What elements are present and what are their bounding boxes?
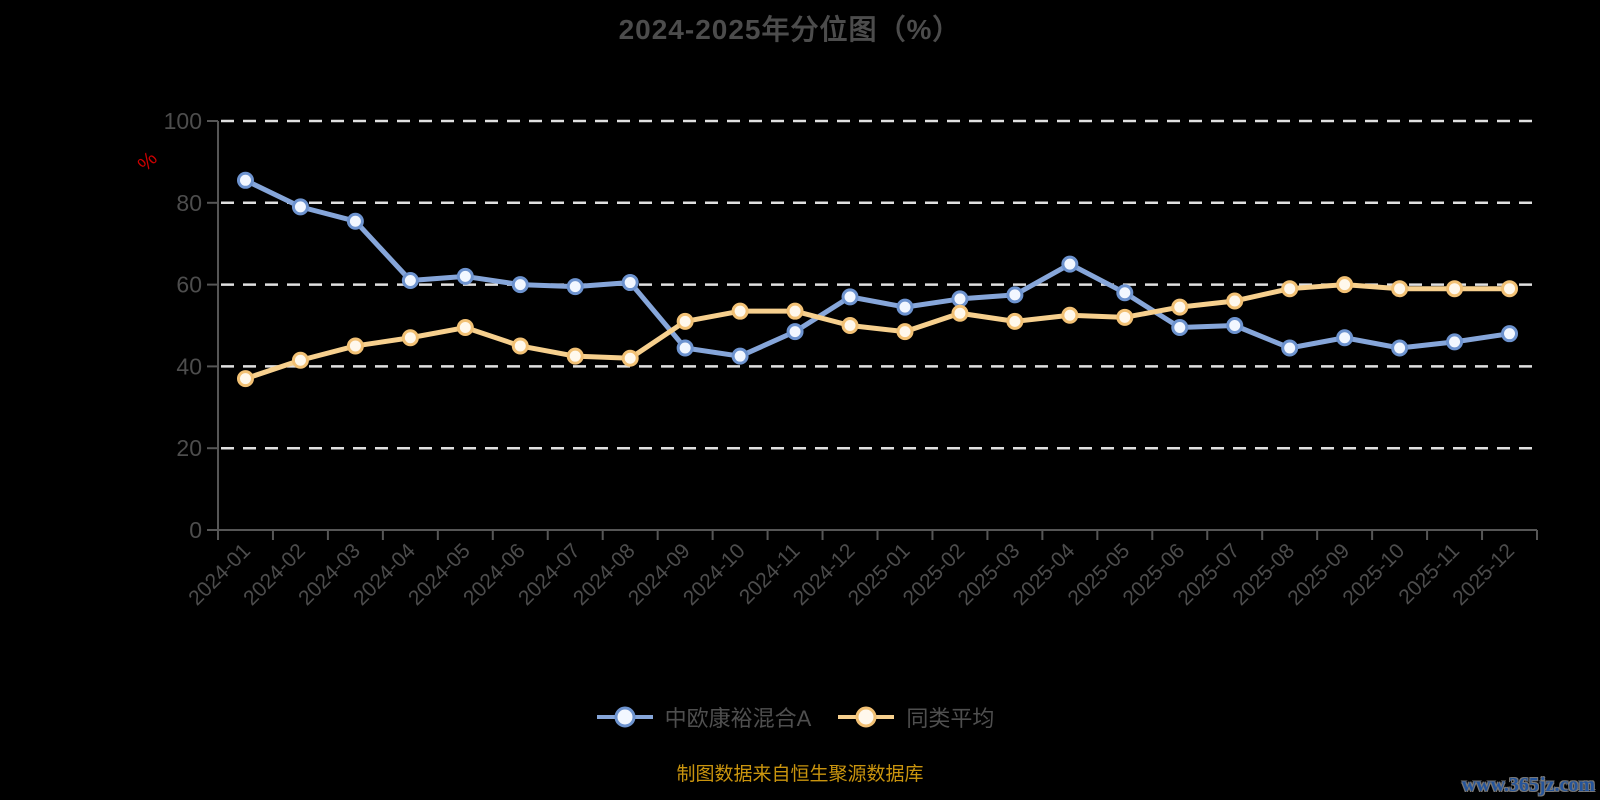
data-point[interactable]: [1391, 339, 1409, 357]
y-axis-labels: 0 20 40 60 80 100: [164, 108, 202, 543]
legend-item-0[interactable]: 中欧康裕混合A: [596, 701, 812, 733]
chart-title: 2024-2025年分位图（%）: [618, 14, 962, 45]
data-point[interactable]: [896, 298, 914, 316]
data-point[interactable]: [1171, 319, 1189, 337]
data-point[interactable]: [566, 347, 584, 365]
data-point[interactable]: [731, 302, 749, 320]
series-0: [236, 171, 1519, 365]
data-point[interactable]: [1171, 298, 1189, 316]
data-point[interactable]: [786, 302, 804, 320]
data-point[interactable]: [676, 339, 694, 357]
data-point[interactable]: [1281, 280, 1299, 298]
data-point[interactable]: [1116, 284, 1134, 302]
data-point[interactable]: [621, 349, 639, 367]
legend-label: 同类平均: [906, 706, 995, 731]
data-point[interactable]: [291, 198, 309, 216]
data-point[interactable]: [346, 212, 364, 230]
data-point[interactable]: [676, 312, 694, 330]
data-point[interactable]: [1226, 317, 1244, 334]
data-point[interactable]: [1116, 308, 1134, 326]
x-axis-label: 2024-10: [679, 539, 750, 610]
data-point[interactable]: [1061, 255, 1079, 273]
data-point[interactable]: [1501, 280, 1519, 298]
legend-marker-icon: [838, 706, 895, 728]
data-point[interactable]: [1006, 286, 1024, 304]
data-point[interactable]: [1281, 339, 1299, 357]
data-point[interactable]: [1006, 312, 1024, 330]
data-point[interactable]: [1501, 325, 1519, 343]
axes: [207, 120, 1538, 540]
x-axis-label: 2025-10: [1338, 539, 1409, 610]
data-point[interactable]: [896, 323, 914, 341]
data-point[interactable]: [786, 323, 804, 341]
data-point[interactable]: [951, 304, 969, 322]
data-point[interactable]: [511, 337, 529, 355]
data-point[interactable]: [401, 272, 419, 290]
data-source-note: 制图数据来自恒生聚源数据库: [676, 764, 924, 785]
data-point[interactable]: [841, 288, 859, 306]
data-point[interactable]: [401, 329, 419, 347]
y-axis-label: 60: [176, 272, 202, 298]
legend-label: 中欧康裕混合A: [664, 706, 812, 731]
data-point[interactable]: [566, 278, 584, 296]
y-axis-label: 0: [189, 517, 202, 543]
y-axis-label: 80: [176, 190, 202, 216]
data-point[interactable]: [1336, 276, 1354, 294]
data-point[interactable]: [1391, 280, 1409, 298]
series-line-1: [242, 282, 1513, 382]
data-point[interactable]: [621, 274, 639, 292]
data-point[interactable]: [511, 276, 529, 294]
y-axis-unit-label: %: [134, 148, 162, 176]
x-axis-label: 2025-12: [1448, 539, 1519, 610]
data-point[interactable]: [1446, 333, 1464, 351]
series-1: [236, 276, 1519, 388]
data-point[interactable]: [841, 317, 859, 334]
y-axis-label: 40: [176, 353, 202, 379]
data-point[interactable]: [951, 290, 969, 308]
series-line-0: [242, 177, 1513, 359]
data-point[interactable]: [236, 171, 254, 189]
data-point[interactable]: [731, 347, 749, 365]
x-axis-labels: 2024-012024-022024-032024-042024-052024-…: [184, 539, 1519, 610]
data-point[interactable]: [456, 319, 474, 337]
watermark: www.365jz.com: [1461, 774, 1595, 796]
data-point[interactable]: [1336, 329, 1354, 347]
data-point[interactable]: [1061, 306, 1079, 324]
data-point[interactable]: [456, 267, 474, 285]
data-point[interactable]: [291, 351, 309, 369]
data-point[interactable]: [346, 337, 364, 355]
data-point[interactable]: [236, 370, 254, 388]
legend-marker-dot: [855, 706, 877, 728]
y-axis-label: 100: [164, 108, 202, 134]
data-point[interactable]: [1446, 280, 1464, 298]
legend: 中欧康裕混合A 同类平均: [0, 701, 1590, 733]
y-axis-label: 20: [176, 435, 202, 461]
legend-marker-icon: [596, 706, 653, 728]
data-point[interactable]: [1226, 292, 1244, 310]
legend-item-1[interactable]: 同类平均: [837, 701, 994, 733]
legend-marker-dot: [614, 706, 636, 728]
